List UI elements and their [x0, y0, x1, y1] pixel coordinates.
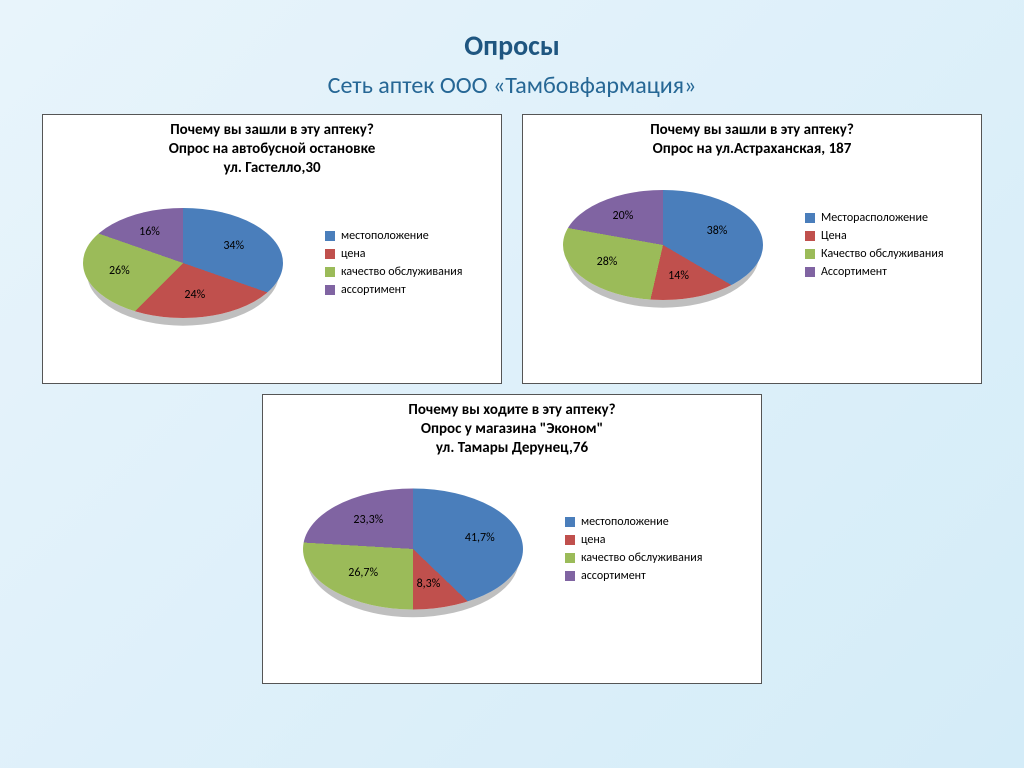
chart2-legend-item-3: Ассортимент: [805, 265, 944, 279]
chart-2-title-l1: Почему вы зашли в эту аптеку?: [533, 121, 971, 140]
chart3-legend-item-2: качество обслуживания: [565, 551, 702, 565]
chart2-legend-label-3: Ассортимент: [821, 265, 887, 279]
chart3-legend-swatch-0: [565, 517, 575, 527]
chart1-legend-item-1: цена: [325, 247, 462, 261]
chart2-legend-swatch-1: [805, 231, 815, 241]
chart2-legend-item-0: Месторасположение: [805, 211, 944, 225]
page-subtitle: Сеть аптек ООО «Тамбовфармация»: [0, 63, 1024, 100]
chart2-legend-label-1: Цена: [821, 229, 847, 243]
chart2-slice-2-label: 28%: [597, 255, 618, 269]
chart-3-title-l3: ул. Тамары Дерунец,76: [273, 439, 751, 458]
chart-3-legend: местоположение цена качество обслуживания а…: [565, 511, 702, 587]
chart3-legend-label-1: цена: [581, 533, 606, 547]
chart2-legend-item-1: Цена: [805, 229, 944, 243]
chart2-legend-swatch-2: [805, 249, 815, 259]
chart-3-title-l2: Опрос у магазина "Эконом": [273, 420, 751, 439]
chart-3-pie: [303, 488, 523, 609]
chart3-legend-item-1: цена: [565, 533, 702, 547]
chart3-legend-label-3: ассортимент: [581, 569, 646, 583]
chart1-legend-swatch-2: [325, 267, 335, 277]
chart-3: Почему вы ходите в эту аптеку? Опрос у м…: [262, 394, 762, 684]
chart-2-pie: [563, 190, 763, 300]
chart2-legend-swatch-0: [805, 213, 815, 223]
chart3-legend-label-2: качество обслуживания: [581, 551, 702, 565]
chart1-legend-swatch-3: [325, 285, 335, 295]
chart1-legend-item-3: ассортимент: [325, 283, 462, 297]
chart-1-title-l2: Опрос на автобусной остановке: [53, 140, 491, 159]
chart2-legend-label-0: Месторасположение: [821, 211, 928, 225]
chart-3-title: Почему вы ходите в эту аптеку? Опрос у м…: [273, 401, 751, 457]
chart2-slice-0-label: 38%: [707, 224, 728, 238]
chart1-legend-label-1: цена: [341, 247, 366, 261]
chart-1-pie-wrap: 34% 24% 26% 16%: [53, 183, 313, 343]
chart-1-title: Почему вы зашли в эту аптеку? Опрос на а…: [53, 121, 491, 177]
top-row: Почему вы зашли в эту аптеку? Опрос на а…: [0, 114, 1024, 384]
chart3-slice-3-label: 23,3%: [353, 513, 383, 527]
chart-1-legend: местоположение цена качество обслуживания а…: [325, 225, 462, 301]
chart-2-pie-wrap: 38% 14% 28% 20%: [533, 165, 793, 325]
chart-3-title-l1: Почему вы ходите в эту аптеку?: [273, 401, 751, 420]
chart3-legend-swatch-1: [565, 535, 575, 545]
chart3-slice-2-label: 26,7%: [348, 566, 378, 580]
chart-3-pie-wrap: 41,7% 8,3% 26,7% 23,3%: [273, 463, 553, 634]
chart1-legend-item-0: местоположение: [325, 229, 462, 243]
chart3-legend-label-0: местоположение: [581, 515, 669, 529]
chart-2: Почему вы зашли в эту аптеку? Опрос на у…: [522, 114, 982, 384]
chart1-legend-item-2: качество обслуживания: [325, 265, 462, 279]
chart3-slice-0-label: 41,7%: [465, 531, 495, 545]
chart1-slice-1-label: 24%: [184, 288, 205, 302]
chart-1-title-l3: ул. Гастелло,30: [53, 159, 491, 178]
chart-2-legend: Месторасположение Цена Качество обслуживан…: [805, 207, 944, 283]
chart2-slice-1-label: 14%: [668, 269, 689, 283]
chart-1-title-l1: Почему вы зашли в эту аптеку?: [53, 121, 491, 140]
chart3-legend-item-3: ассортимент: [565, 569, 702, 583]
chart1-slice-0-label: 34%: [223, 239, 244, 253]
chart-1: Почему вы зашли в эту аптеку? Опрос на а…: [42, 114, 502, 384]
chart2-legend-item-2: Качество обслуживания: [805, 247, 944, 261]
chart2-legend-label-2: Качество обслуживания: [821, 247, 944, 261]
chart-2-title-l2: Опрос на ул.Астраханская, 187: [533, 140, 971, 159]
chart1-legend-label-0: местоположение: [341, 229, 429, 243]
chart2-slice-3-label: 20%: [613, 209, 634, 223]
chart1-legend-swatch-0: [325, 231, 335, 241]
chart3-legend-item-0: местоположение: [565, 515, 702, 529]
chart1-legend-label-2: качество обслуживания: [341, 265, 462, 279]
chart-2-title: Почему вы зашли в эту аптеку? Опрос на у…: [533, 121, 971, 159]
chart1-legend-label-3: ассортимент: [341, 283, 406, 297]
chart3-slice-1-label: 8,3%: [417, 577, 441, 591]
chart1-slice-2-label: 26%: [109, 264, 130, 278]
chart1-slice-3-label: 16%: [139, 225, 160, 239]
chart1-legend-swatch-1: [325, 249, 335, 259]
chart3-legend-swatch-2: [565, 553, 575, 563]
chart3-legend-swatch-3: [565, 571, 575, 581]
page-title: Опросы: [0, 0, 1024, 63]
chart2-legend-swatch-3: [805, 267, 815, 277]
